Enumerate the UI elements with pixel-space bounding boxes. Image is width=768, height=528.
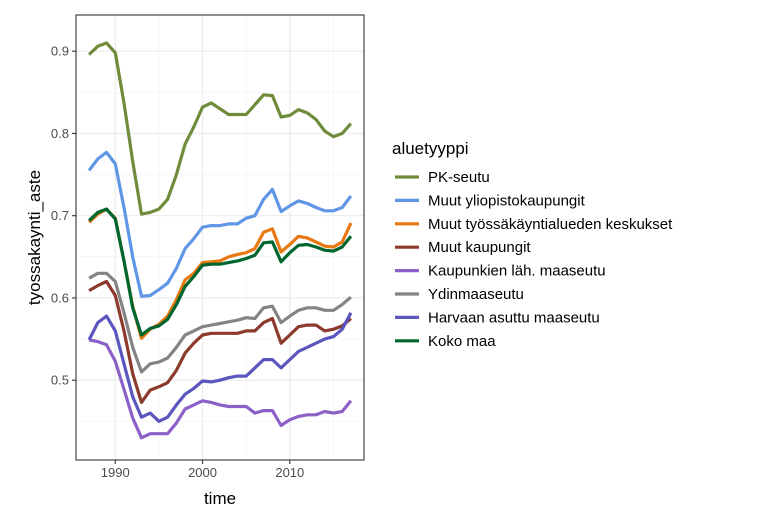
major-gridlines — [76, 15, 364, 460]
legend-item-5: Kaupunkien läh. maaseutu — [395, 263, 606, 280]
series-lines — [87, 41, 353, 440]
legend-label-4: Muut kaupungit — [428, 239, 531, 256]
series-line-1 — [88, 41, 353, 216]
x-tick-label: 2000 — [188, 465, 217, 480]
legend-item-6: Ydinmaaseutu — [395, 286, 524, 303]
legend-item-3: Muut työssäkäyntialueden keskukset — [395, 216, 673, 233]
y-tick-label: 0.6 — [51, 290, 69, 305]
legend: aluetyyppi PK-seutu Muut yliopistokaupung… — [392, 139, 673, 350]
legend-item-8: Koko maa — [395, 333, 496, 350]
y-axis-tick-labels: 0.5 0.6 0.7 0.8 0.9 — [51, 44, 69, 388]
series-line-8 — [88, 207, 353, 337]
legend-label-2: Muut yliopistokaupungit — [428, 192, 586, 209]
x-tick-label: 1990 — [101, 465, 130, 480]
legend-label-7: Harvaan asuttu maaseutu — [428, 309, 600, 326]
series-line-6 — [88, 271, 352, 374]
y-tick-label: 0.8 — [51, 126, 69, 141]
series-line-7 — [87, 312, 353, 423]
legend-label-1: PK-seutu — [428, 169, 490, 186]
y-tick-label: 0.9 — [51, 44, 69, 59]
minor-gridlines — [76, 15, 364, 460]
legend-item-7: Harvaan asuttu maaseutu — [395, 309, 600, 326]
series-line-5 — [88, 338, 353, 440]
x-tick-label: 2010 — [275, 465, 304, 480]
legend-items: PK-seutu Muut yliopistokaupungit Muut työs… — [395, 169, 673, 350]
legend-label-3: Muut työssäkäyntialueden keskukset — [428, 216, 673, 233]
series-line-4 — [88, 279, 352, 404]
legend-item-1: PK-seutu — [395, 169, 490, 186]
legend-label-6: Ydinmaaseutu — [428, 286, 524, 303]
axis-ticks — [72, 50, 291, 464]
x-axis-tick-labels: 1990 2000 2010 — [101, 465, 304, 480]
y-tick-label: 0.7 — [51, 208, 69, 223]
panel-border — [75, 14, 365, 461]
series-line-2 — [87, 150, 353, 298]
x-axis-title: time — [204, 489, 236, 508]
legend-item-4: Muut kaupungit — [395, 239, 531, 256]
y-tick-label: 0.5 — [51, 373, 69, 388]
legend-item-2: Muut yliopistokaupungit — [395, 192, 586, 209]
legend-title: aluetyyppi — [392, 139, 469, 158]
legend-label-5: Kaupunkien läh. maaseutu — [428, 263, 606, 280]
y-axis-title: tyossakaynti_aste — [25, 170, 44, 305]
legend-label-8: Koko maa — [428, 333, 496, 350]
